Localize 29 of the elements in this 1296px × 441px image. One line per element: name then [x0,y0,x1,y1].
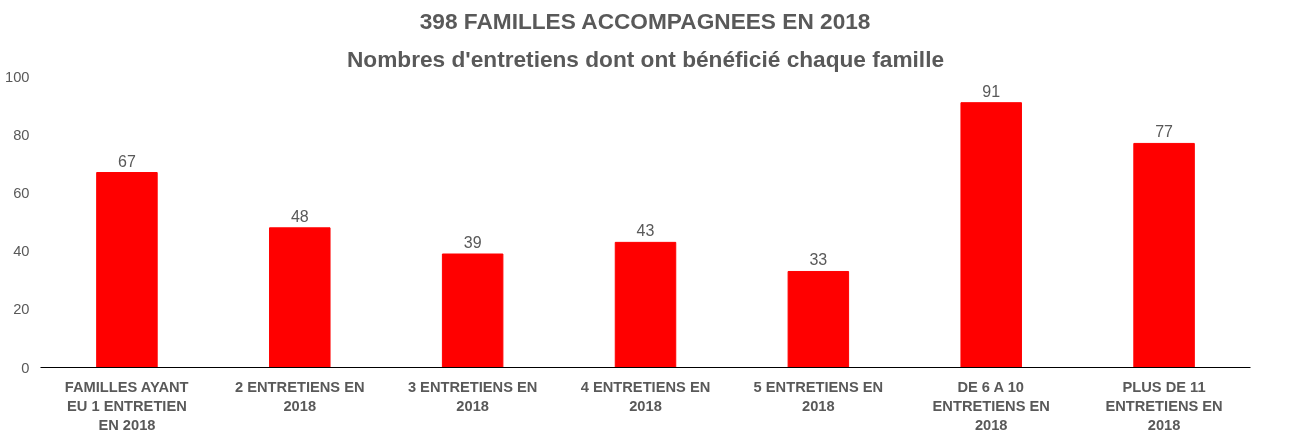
bar [269,227,331,368]
chart-title: 398 FAMILLES ACCOMPAGNEES EN 2018 [419,7,871,34]
chart-subtitle: Nombres d'entretiens dont ont bénéficié chaque famille [346,45,945,72]
bar [614,241,677,368]
bar [1133,142,1195,368]
x-tick-label: 3 ENTRETIENS EN 2018 [407,378,538,414]
y-tick-label: 0 [21,359,30,376]
data-label: 91 [982,82,1001,100]
data-label: 43 [636,222,655,240]
data-label: 77 [1155,123,1174,141]
x-tick-label: 5 ENTRETIENS EN 2018 [753,378,884,414]
data-label: 33 [809,251,828,269]
x-tick-label: 2 ENTRETIENS EN 2018 [235,378,365,414]
bar [960,102,1022,368]
y-tick-label: 80 [13,126,30,143]
y-tick-label: 100 [5,68,30,85]
x-tick-label: FAMILLES AYANT EU 1 ENTRETIEN EN 2018 [64,378,189,433]
data-label: 67 [118,152,136,170]
data-label: 48 [290,207,309,225]
y-tick-label: 20 [13,301,30,318]
x-tick-label: DE 6 A 10 ENTRETIENS EN 2018 [932,378,1050,433]
bar [441,253,504,368]
data-label: 39 [463,234,482,252]
x-tick-label: 4 ENTRETIENS EN 2018 [580,378,711,414]
y-tick-label: 60 [13,184,30,201]
bar [787,270,850,368]
y-tick-label: 40 [13,243,30,260]
x-tick-label: PLUS DE 11 ENTRETIENS EN 2018 [1105,378,1223,433]
bar [96,172,158,368]
